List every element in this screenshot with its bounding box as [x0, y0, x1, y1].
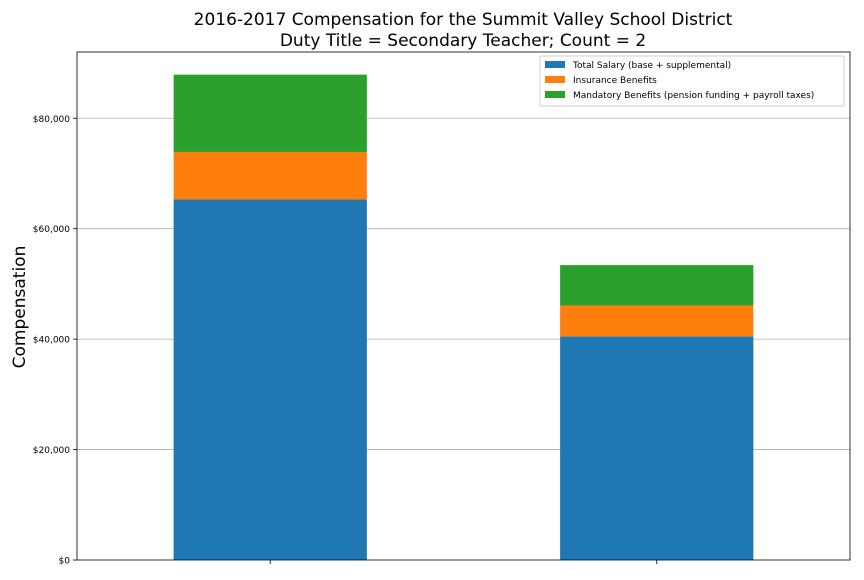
legend-label-2: Insurance Benefits [573, 76, 657, 86]
bar-segment-2 [173, 151, 367, 200]
bar-segment-3 [173, 74, 367, 152]
legend: Total Salary (base + supplemental) Insura… [539, 55, 845, 107]
y-tick-label: $0 [59, 557, 71, 567]
legend-swatch-2 [545, 76, 565, 83]
bar-segment-3 [560, 265, 754, 306]
legend-swatch-1 [545, 61, 565, 68]
bar-segment-1 [173, 199, 367, 561]
bars [173, 74, 754, 561]
y-tick-label: $60,000 [33, 225, 70, 235]
plot-frame [76, 51, 851, 561]
y-axis-label: Compensation [10, 246, 30, 369]
y-tick-label: $40,000 [33, 336, 70, 346]
legend-label-3: Mandatory Benefits (pension funding + pa… [573, 91, 814, 101]
y-tick-label: $80,000 [33, 115, 70, 125]
chart-subtitle: Duty Title = Secondary Teacher; Count = … [280, 31, 646, 51]
chart-title: 2016-2017 Compensation for the Summit Va… [194, 10, 733, 30]
axes: $0 $20,000 $40,000 $60,000 $80,000 [33, 51, 851, 567]
bar-segment-2 [560, 305, 754, 337]
y-tick-label: $20,000 [33, 446, 70, 456]
legend-swatch-3 [545, 91, 565, 98]
legend-box [539, 55, 845, 107]
bar-segment-1 [560, 336, 754, 560]
legend-label-1: Total Salary (base + supplemental) [572, 61, 731, 71]
